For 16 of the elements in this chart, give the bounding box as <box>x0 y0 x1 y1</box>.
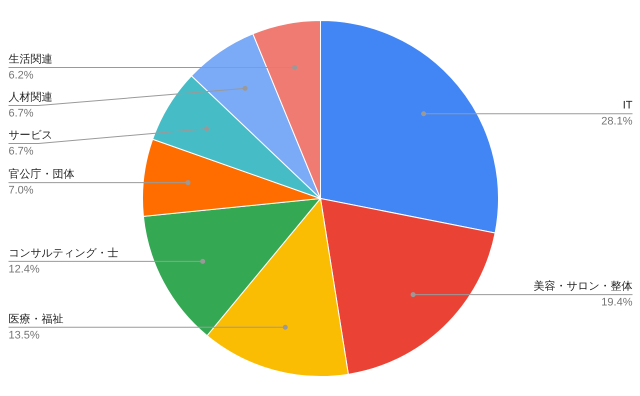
data-label: 7.0% <box>8 184 34 197</box>
slice-label: サービス <box>8 130 52 142</box>
slice-label: 医療・福祉 <box>8 312 64 326</box>
slice-label: コンサルティング・士 <box>8 246 118 260</box>
slice-label: 人材関連 <box>8 90 52 104</box>
data-label: 28.1% <box>601 116 633 128</box>
slice-label: 美容・サロン・整体 <box>534 280 632 293</box>
data-label: 6.2% <box>8 70 34 82</box>
data-label: 6.7% <box>8 108 34 120</box>
data-label: 6.7% <box>8 146 34 158</box>
slice-label: IT <box>622 100 633 112</box>
data-label: 19.4% <box>601 296 633 309</box>
data-label: 13.5% <box>8 329 40 342</box>
data-label: 12.4% <box>8 263 40 276</box>
slice-label: 官公庁・団体 <box>8 168 74 181</box>
slice-label: 生活関連 <box>8 52 52 66</box>
